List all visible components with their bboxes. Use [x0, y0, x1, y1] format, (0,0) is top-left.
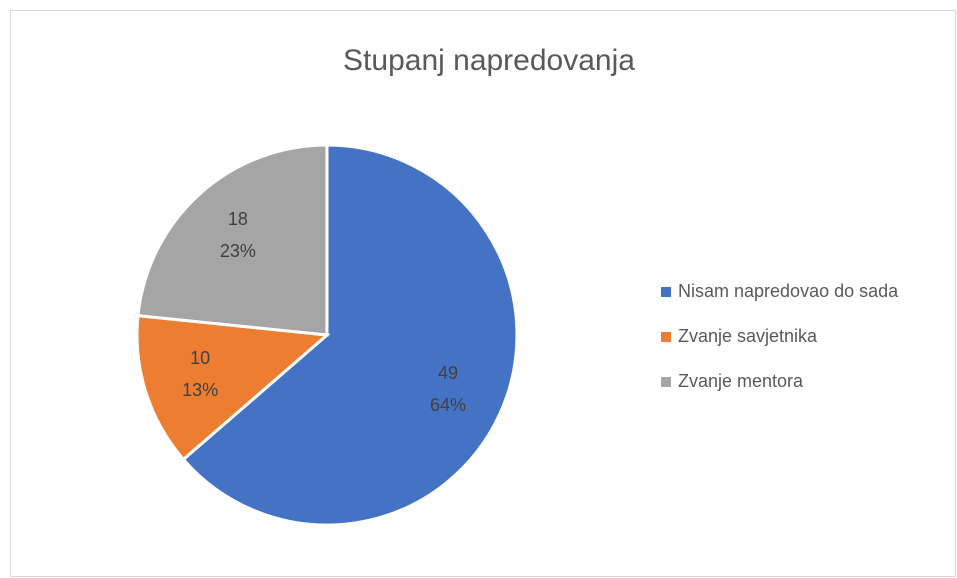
percent-label: 23% [220, 241, 256, 261]
legend-swatch [661, 287, 671, 297]
data-label: 49 [438, 363, 458, 383]
legend-swatch [661, 332, 671, 342]
legend-label: Zvanje savjetnika [678, 326, 818, 346]
pie-slice [136, 143, 329, 337]
data-label: 10 [190, 348, 210, 368]
legend-swatch [661, 377, 671, 387]
legend-label: Nisam napredovao do sada [678, 281, 899, 301]
pie-slice [135, 314, 331, 462]
percent-label: 13% [182, 380, 218, 400]
percent-label: 64% [430, 395, 466, 415]
data-label: 18 [228, 209, 248, 229]
pie-slice [181, 143, 519, 527]
legend-label: Zvanje mentora [678, 371, 804, 391]
chart-title: Stupanj napredovanja [343, 44, 635, 77]
